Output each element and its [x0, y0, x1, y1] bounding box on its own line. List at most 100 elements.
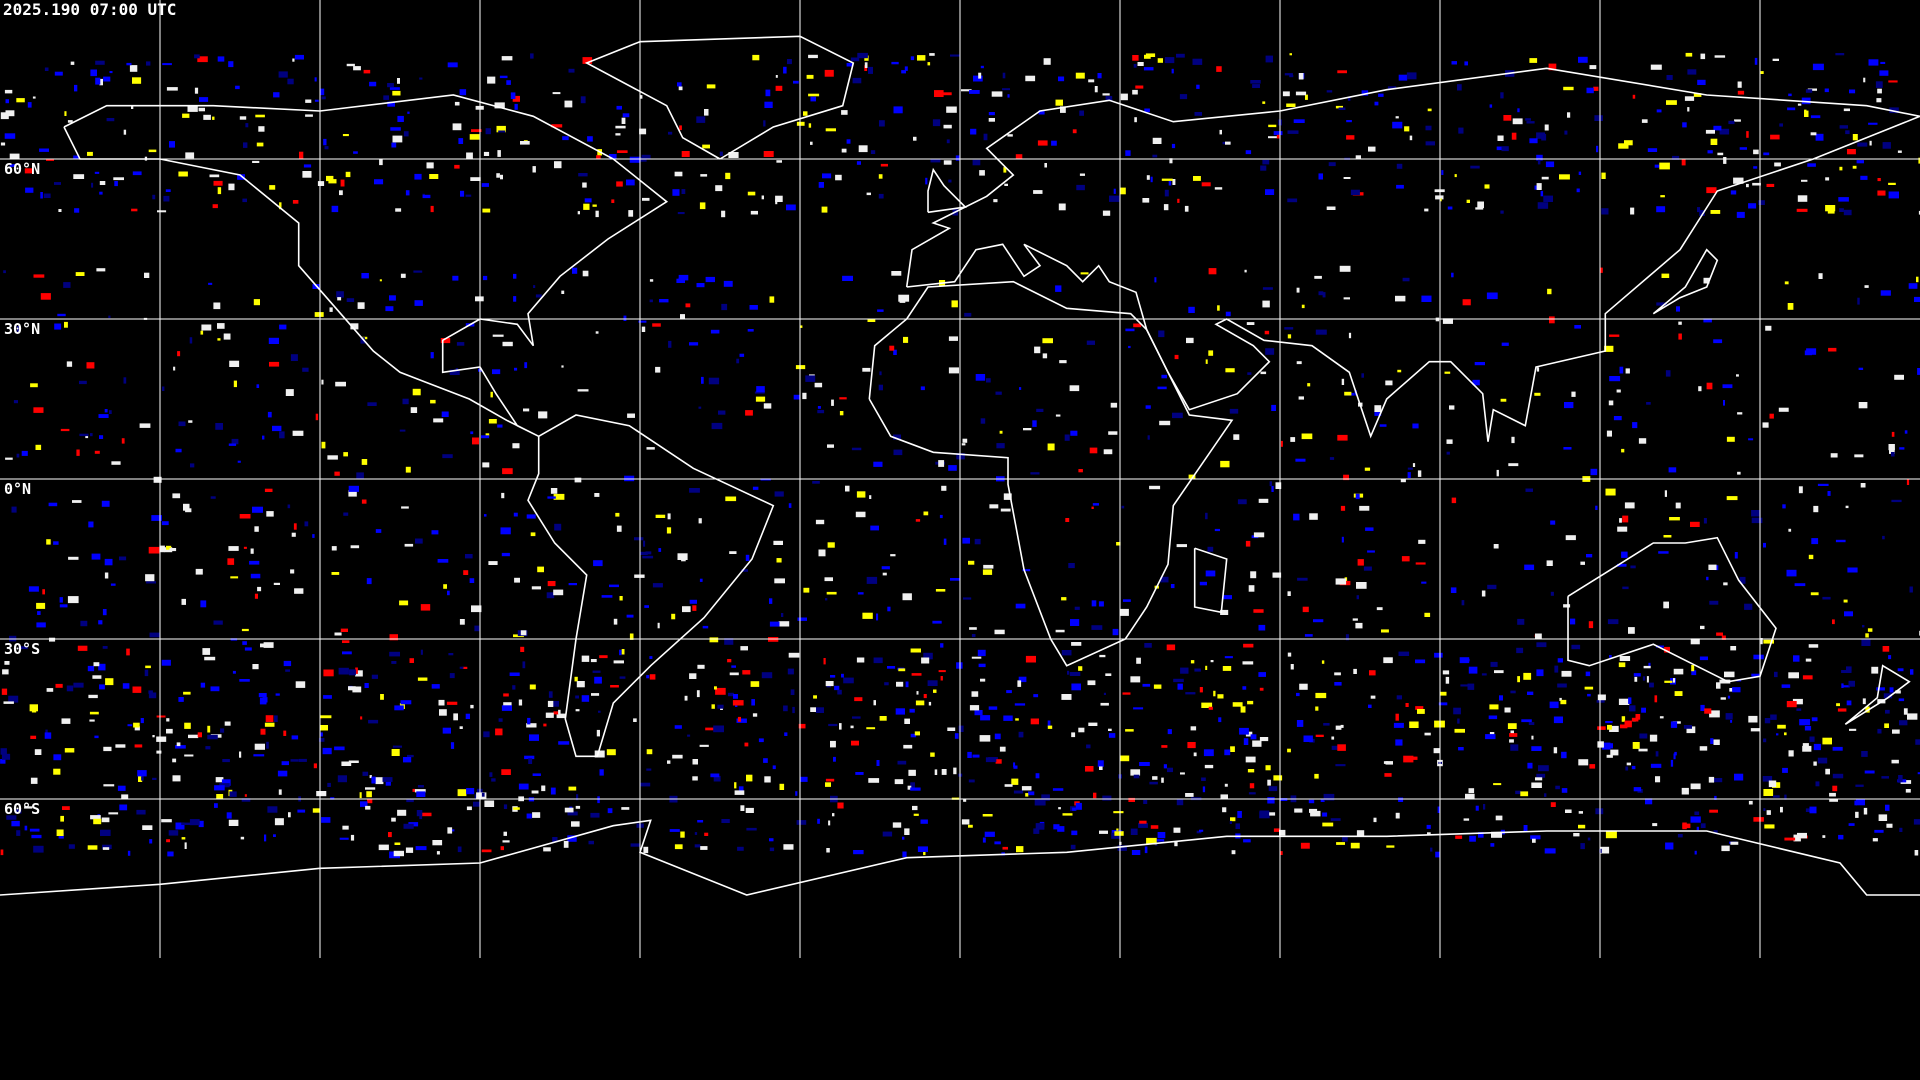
icing-speck — [529, 684, 536, 690]
icing-speck — [1624, 502, 1635, 509]
icing-speck — [1144, 846, 1148, 854]
icing-speck — [258, 126, 265, 132]
icing-speck — [24, 168, 33, 174]
icing-speck — [1103, 449, 1113, 455]
icing-speck — [1260, 371, 1267, 375]
icing-speck — [217, 56, 225, 62]
icing-speck — [1728, 120, 1735, 125]
icing-speck — [1574, 325, 1581, 329]
icing-speck — [202, 648, 211, 655]
icing-speck — [547, 581, 556, 587]
coastline — [1844, 664, 1911, 725]
icing-speck — [169, 548, 177, 552]
icing-speck — [290, 759, 299, 762]
icing-speck — [1624, 140, 1633, 146]
icing-speck — [244, 794, 247, 797]
icing-speck — [1323, 723, 1330, 726]
icing-speck — [1245, 756, 1256, 763]
icing-speck — [1404, 126, 1410, 132]
icing-speck — [594, 750, 605, 758]
icing-speck — [982, 837, 986, 843]
icing-speck — [391, 661, 397, 664]
icing-speck — [1208, 706, 1213, 710]
icing-speck — [1608, 400, 1614, 406]
icing-speck — [621, 117, 626, 124]
icing-speck — [1762, 422, 1769, 428]
icing-speck — [1225, 368, 1235, 373]
icing-speck — [304, 521, 309, 527]
icing-speck — [1069, 672, 1081, 676]
icing-speck — [1607, 619, 1619, 625]
icing-speck — [616, 105, 622, 110]
icing-speck — [940, 676, 943, 681]
icing-speck — [1722, 384, 1733, 389]
icing-speck — [1446, 439, 1453, 444]
icing-speck — [316, 791, 327, 797]
icing-speck — [173, 366, 176, 371]
icing-speck — [151, 515, 162, 521]
icing-speck — [1245, 150, 1252, 155]
icing-speck — [901, 70, 906, 74]
icing-speck — [1547, 288, 1552, 295]
icing-speck — [1061, 597, 1067, 601]
icing-speck — [1086, 744, 1091, 749]
icing-speck — [1780, 806, 1783, 813]
icing-speck — [1763, 808, 1766, 811]
icing-speck — [1240, 706, 1246, 713]
icing-speck — [776, 558, 782, 563]
icing-speck — [520, 646, 525, 652]
icing-speck — [1703, 277, 1710, 284]
icing-speck — [1852, 165, 1857, 169]
icing-speck — [1110, 402, 1118, 408]
icing-speck — [1585, 671, 1591, 677]
icing-speck — [1844, 611, 1853, 617]
icing-speck — [619, 676, 626, 679]
icing-speck — [266, 741, 269, 749]
icing-speck — [1496, 469, 1499, 477]
icing-speck — [502, 468, 513, 475]
icing-speck — [99, 684, 105, 690]
icing-speck — [1055, 285, 1062, 292]
icing-speck — [1064, 434, 1070, 441]
icing-speck — [188, 734, 199, 739]
icing-speck — [137, 770, 147, 777]
icing-speck — [1907, 713, 1918, 720]
icing-speck — [492, 369, 501, 375]
icing-speck — [948, 179, 952, 183]
icing-speck — [1262, 287, 1273, 290]
icing-speck — [1167, 767, 1173, 773]
icing-speck — [134, 744, 143, 748]
icing-speck — [940, 92, 952, 96]
icing-speck — [752, 713, 758, 717]
icing-speck — [1313, 619, 1324, 623]
icing-speck — [1466, 199, 1470, 203]
icing-speck — [95, 60, 105, 65]
icing-speck — [365, 787, 376, 790]
icing-speck — [1744, 603, 1753, 610]
icing-speck — [345, 171, 351, 178]
icing-speck — [488, 419, 497, 424]
icing-speck — [1014, 703, 1026, 706]
icing-speck — [132, 686, 142, 693]
icing-speck — [788, 503, 792, 508]
icing-speck — [723, 280, 733, 287]
icing-speck — [138, 775, 143, 782]
icing-speck — [994, 733, 1001, 740]
icing-speck — [1525, 488, 1533, 492]
icing-speck — [1201, 777, 1206, 781]
icing-speck — [1641, 707, 1646, 713]
icing-speck — [76, 449, 80, 456]
icing-speck — [267, 411, 272, 418]
icing-speck — [947, 727, 956, 731]
icing-speck — [272, 425, 282, 432]
icing-speck — [939, 514, 943, 519]
icing-speck — [1105, 673, 1112, 676]
icing-speck — [1765, 325, 1772, 331]
icing-speck — [1136, 657, 1141, 664]
icing-speck — [815, 519, 825, 525]
icing-speck — [1734, 773, 1744, 781]
icing-speck — [200, 330, 204, 335]
icing-speck — [148, 546, 160, 554]
icing-speck — [1860, 175, 1868, 180]
icing-speck — [1383, 657, 1393, 664]
